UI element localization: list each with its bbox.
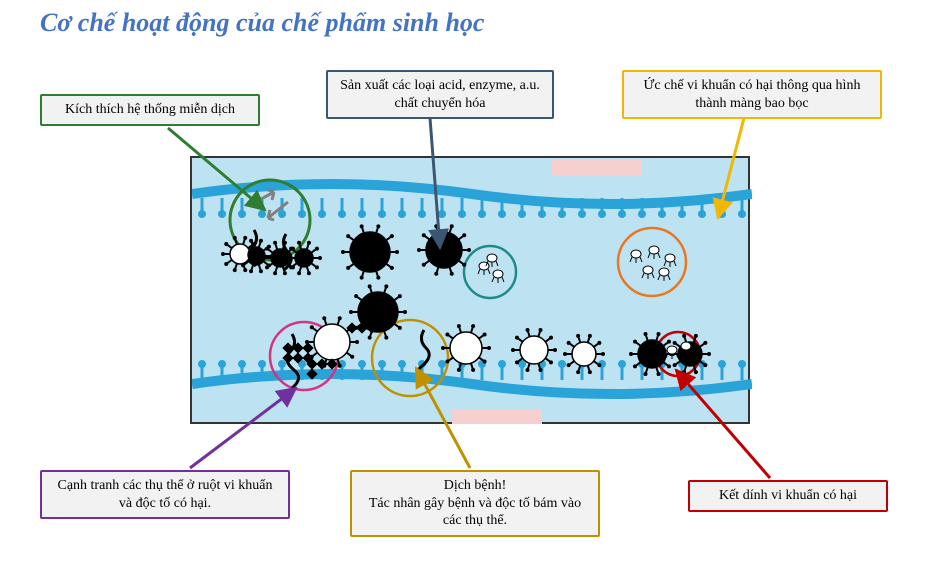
callout-acid-text: Sản xuất các loại acid, enzyme, a.u. chấ… <box>340 78 540 111</box>
callout-adhere-text: Kết dính vi khuẩn có hại <box>719 488 857 503</box>
phage-icon <box>642 266 654 279</box>
pink-patch-top <box>552 160 642 176</box>
callout-immune: Kích thích hệ thống miễn dịch <box>40 94 260 126</box>
phage-icon <box>492 270 504 283</box>
circle-orange <box>618 228 686 296</box>
microbe <box>511 328 557 372</box>
callout-adhere: Kết dính vi khuẩn có hại <box>688 480 888 512</box>
callout-acid: Sản xuất các loại acid, enzyme, a.u. chấ… <box>326 70 554 119</box>
callout-compete-text: Cạnh tranh các thụ thể ở ruột vi khuẩn v… <box>57 478 272 511</box>
callout-inhibit: Ức chế vi khuẩn có hại thông qua hình th… <box>622 70 882 119</box>
callout-inhibit-text: Ức chế vi khuẩn có hại thông qua hình th… <box>644 78 861 111</box>
microbe <box>349 284 407 339</box>
microbe <box>341 224 399 279</box>
page-title: Cơ chế hoạt động của chế phẩm sinh học <box>40 8 484 38</box>
microbe <box>563 334 605 374</box>
microbe <box>669 334 711 374</box>
pink-patch-bottom <box>452 410 542 424</box>
mechanism-diagram <box>190 156 750 424</box>
callout-disease-text: Dịch bệnh!Tác nhân gây bệnh và độc tố bá… <box>369 478 581 528</box>
phage-icon <box>478 262 490 275</box>
phage-icon <box>664 254 676 267</box>
phage-icon <box>658 268 670 281</box>
callout-immune-text: Kích thích hệ thống miễn dịch <box>65 102 235 117</box>
callout-compete: Cạnh tranh các thụ thể ở ruột vi khuẩn v… <box>40 470 290 519</box>
phage-icon <box>630 250 642 263</box>
phage-icon <box>666 346 678 359</box>
diagram-svg <box>192 158 752 426</box>
phage-icon <box>648 246 660 259</box>
microbe <box>417 224 471 276</box>
callout-disease: Dịch bệnh!Tác nhân gây bệnh và độc tố bá… <box>350 470 600 537</box>
